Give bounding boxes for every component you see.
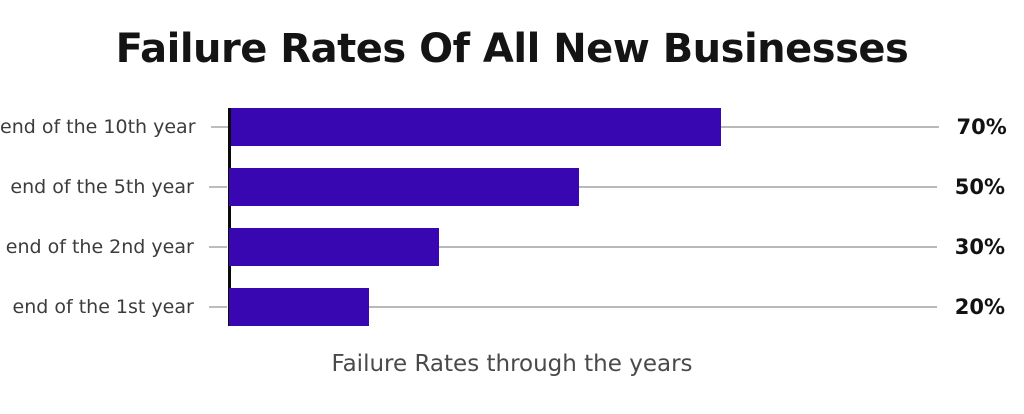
value-label: 70% (956, 115, 1007, 139)
axis-tick (208, 306, 227, 308)
chart-row: end of the 1st year 20% (0, 277, 1024, 337)
leader-line (578, 186, 937, 188)
value-label: 50% (954, 175, 1006, 199)
bar (228, 228, 439, 266)
bar (230, 108, 721, 146)
bar (228, 168, 579, 206)
bar-track (227, 228, 937, 266)
axis-tick (208, 246, 227, 248)
leader-line (368, 306, 937, 308)
axis-tick (210, 126, 229, 128)
chart-row: end of the 10th year 70% (0, 97, 1024, 157)
bar-track (229, 108, 939, 146)
chart-row: end of the 2nd year 30% (0, 217, 1024, 277)
bar-track (227, 168, 937, 206)
category-label: end of the 5th year (10, 176, 194, 198)
leader-line (720, 126, 939, 128)
value-label: 20% (954, 295, 1006, 319)
axis-tick (208, 186, 227, 188)
y-axis-line (228, 108, 231, 326)
plot-area: end of the 10th year 70% end of the 5th ye… (0, 97, 1024, 337)
category-label: end of the 1st year (12, 296, 194, 318)
chart-row: end of the 5th year 50% (0, 157, 1024, 217)
bar-track (227, 288, 937, 326)
x-axis-label: Failure Rates through the years (331, 351, 693, 377)
category-label: end of the 2nd year (5, 236, 194, 258)
bar (228, 288, 369, 326)
chart-title: Failure Rates Of All New Businesses (115, 26, 909, 72)
leader-line (438, 246, 937, 248)
category-label: end of the 10th year (0, 116, 196, 138)
value-label: 30% (954, 235, 1006, 259)
